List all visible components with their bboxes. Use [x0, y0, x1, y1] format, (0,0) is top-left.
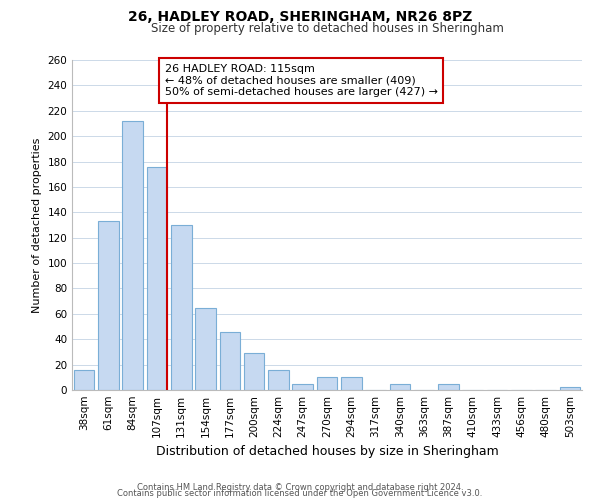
- Bar: [195, 308, 216, 390]
- Y-axis label: Number of detached properties: Number of detached properties: [32, 138, 42, 312]
- Bar: [122, 121, 143, 390]
- Bar: [292, 384, 313, 390]
- Text: Contains public sector information licensed under the Open Government Licence v3: Contains public sector information licen…: [118, 490, 482, 498]
- Bar: [74, 370, 94, 390]
- Bar: [560, 388, 580, 390]
- Bar: [146, 166, 167, 390]
- Bar: [220, 332, 240, 390]
- Text: 26, HADLEY ROAD, SHERINGHAM, NR26 8PZ: 26, HADLEY ROAD, SHERINGHAM, NR26 8PZ: [128, 10, 472, 24]
- Bar: [438, 384, 459, 390]
- Bar: [317, 378, 337, 390]
- Bar: [244, 353, 265, 390]
- Bar: [171, 225, 191, 390]
- Text: 26 HADLEY ROAD: 115sqm
← 48% of detached houses are smaller (409)
50% of semi-de: 26 HADLEY ROAD: 115sqm ← 48% of detached…: [165, 64, 438, 97]
- Text: Contains HM Land Registry data © Crown copyright and database right 2024.: Contains HM Land Registry data © Crown c…: [137, 484, 463, 492]
- Title: Size of property relative to detached houses in Sheringham: Size of property relative to detached ho…: [151, 22, 503, 35]
- X-axis label: Distribution of detached houses by size in Sheringham: Distribution of detached houses by size …: [155, 446, 499, 458]
- Bar: [389, 384, 410, 390]
- Bar: [341, 378, 362, 390]
- Bar: [98, 221, 119, 390]
- Bar: [268, 370, 289, 390]
